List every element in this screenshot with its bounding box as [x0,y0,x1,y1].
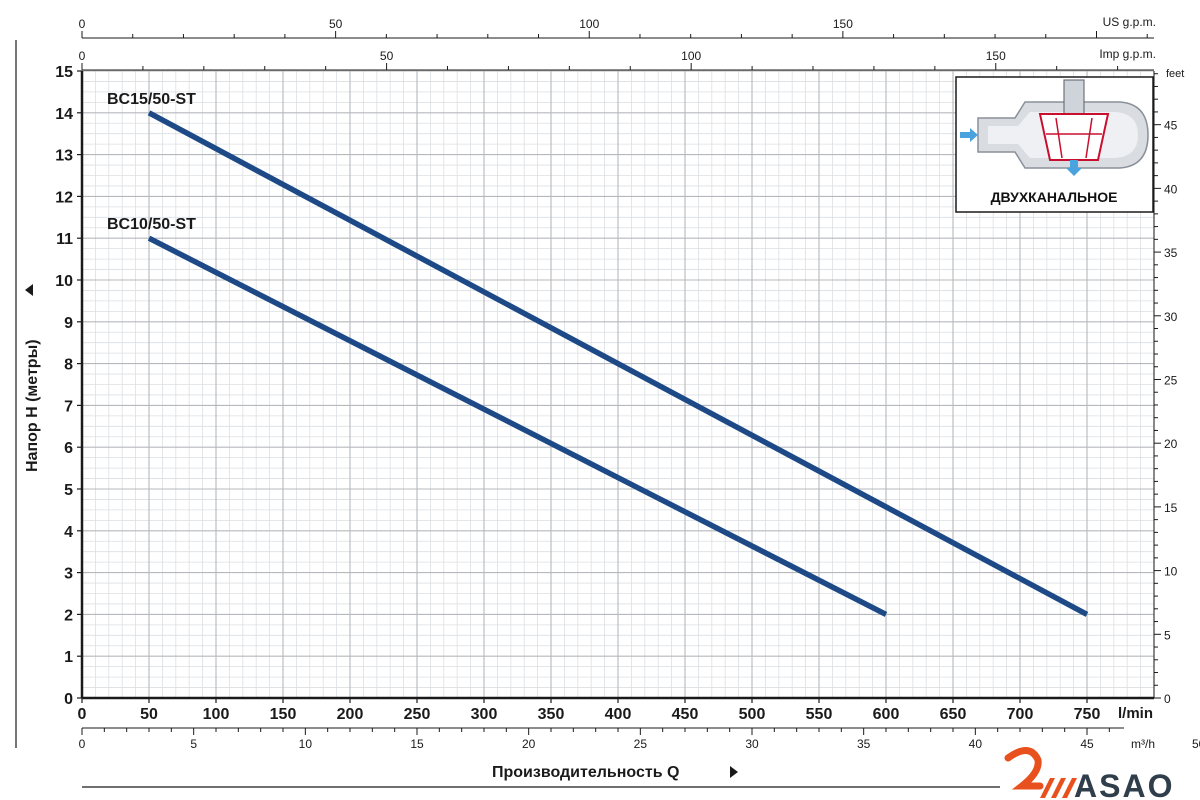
y-tick-label: 10 [55,273,73,290]
series-line-2 [147,235,888,617]
x-axis-arrow-icon [730,766,738,778]
feet-unit-label: feet [1166,68,1184,80]
m3h-tick-label: 50 [1192,737,1200,751]
y-tick-label: 1 [64,649,73,666]
y-tick-label: 0 [64,691,73,708]
x-tick-label: 700 [1007,706,1034,723]
feet-tick-label: 30 [1164,310,1178,324]
imp-gpm-tick-label: 50 [380,49,394,63]
y-tick-label: 15 [55,64,73,81]
imp-gpm-unit-label: Imp g.p.m. [1099,47,1156,61]
m3h-axis: 0 5 10 15 20 25 30 35 40 45 50 [79,727,1200,751]
y-tick-label: 3 [64,566,73,583]
m3h-unit-label: m³/h [1131,737,1155,751]
y-tick-label: 5 [64,482,73,499]
x-tick-label: 150 [270,706,297,723]
asao-logo-text: ASAO [1074,768,1174,800]
y-tick-label: 7 [64,398,73,415]
feet-tick-label: 45 [1164,119,1178,133]
m3h-tick-label: 10 [299,737,313,751]
series-line-1 [147,110,1089,617]
y-axis-title-group: Напор H (метры) [24,284,41,472]
series-label-2: BC10/50-ST [107,216,196,233]
x-tick-label: 600 [873,706,900,723]
x-tick-label: 50 [140,706,158,723]
impeller-inset: ДВУХКАНАЛЬНОЕ [955,76,1154,213]
feet-tick-label: 10 [1164,565,1178,579]
us-gpm-unit-label: US g.p.m. [1103,15,1156,29]
x-tick-label: 500 [739,706,766,723]
us-gpm-tick-label: 50 [329,17,343,31]
feet-tick-label: 0 [1164,692,1171,706]
us-gpm-axis: 0 50 100 150 [79,17,1154,39]
feet-axis: 0 5 10 15 20 25 30 35 40 45 [1153,71,1178,706]
series-label-1: BC15/50-ST [107,91,196,108]
m3h-tick-label: 20 [522,737,536,751]
asao-logo-mark-icon [1004,747,1077,798]
us-gpm-tick-label: 100 [579,17,599,31]
m3h-tick-label: 5 [190,737,197,751]
x-tick-label: 400 [605,706,632,723]
x-tick-label: 650 [940,706,967,723]
feet-tick-label: 20 [1164,437,1178,451]
feet-tick-label: 40 [1164,182,1178,196]
imp-gpm-axis: 0 50 100 150 [79,49,1154,71]
m3h-tick-label: 0 [79,737,86,751]
y-tick-label: 2 [64,607,73,624]
x-axis-lmin: 0 50 100 150 200 250 300 350 400 450 500 550 600 650 7… [78,696,1154,723]
feet-tick-label: 25 [1164,373,1178,387]
m3h-tick-label: 45 [1080,737,1094,751]
x-axis-title: Производительность Q [492,764,679,781]
x-tick-label: 200 [337,706,364,723]
imp-gpm-tick-label: 150 [986,49,1006,63]
feet-tick-label: 15 [1164,501,1178,515]
series-layer: BC15/50-ST BC10/50-ST [107,91,1089,617]
x-tick-label: 250 [404,706,431,723]
double-channel-impeller-icon [960,79,1149,176]
x-tick-label: 300 [471,706,498,723]
m3h-tick-label: 30 [745,737,759,751]
y-tick-label: 9 [64,315,73,332]
us-gpm-tick-label: 0 [79,17,86,31]
x-tick-label: 350 [538,706,565,723]
feet-tick-label: 5 [1164,628,1171,642]
imp-gpm-tick-label: 100 [681,49,701,63]
m3h-tick-label: 40 [969,737,983,751]
us-gpm-tick-label: 150 [833,17,853,31]
y-tick-label: 8 [64,357,73,374]
x-unit-label: l/min [1118,705,1153,722]
x-tick-label: 100 [203,706,230,723]
y-tick-label: 12 [55,189,73,206]
y-tick-label: 14 [55,106,73,123]
y-tick-label: 11 [56,231,73,248]
y-tick-label: 13 [55,148,73,165]
y-tick-label: 4 [64,524,73,541]
feet-tick-label: 35 [1164,246,1178,260]
imp-gpm-tick-label: 0 [79,49,86,63]
m3h-tick-label: 25 [634,737,648,751]
x-tick-label: 0 [78,706,87,723]
x-tick-label: 450 [672,706,699,723]
asao-logo: ASAO [1004,747,1174,800]
y-axis-title: Напор H (метры) [24,339,41,472]
x-tick-label: 750 [1074,706,1101,723]
x-tick-label: 550 [806,706,833,723]
m3h-tick-label: 35 [857,737,871,751]
m3h-tick-label: 15 [410,737,424,751]
y-axis-arrow-icon [25,284,33,296]
inset-label: ДВУХКАНАЛЬНОЕ [991,189,1118,205]
y-tick-label: 6 [64,440,73,457]
